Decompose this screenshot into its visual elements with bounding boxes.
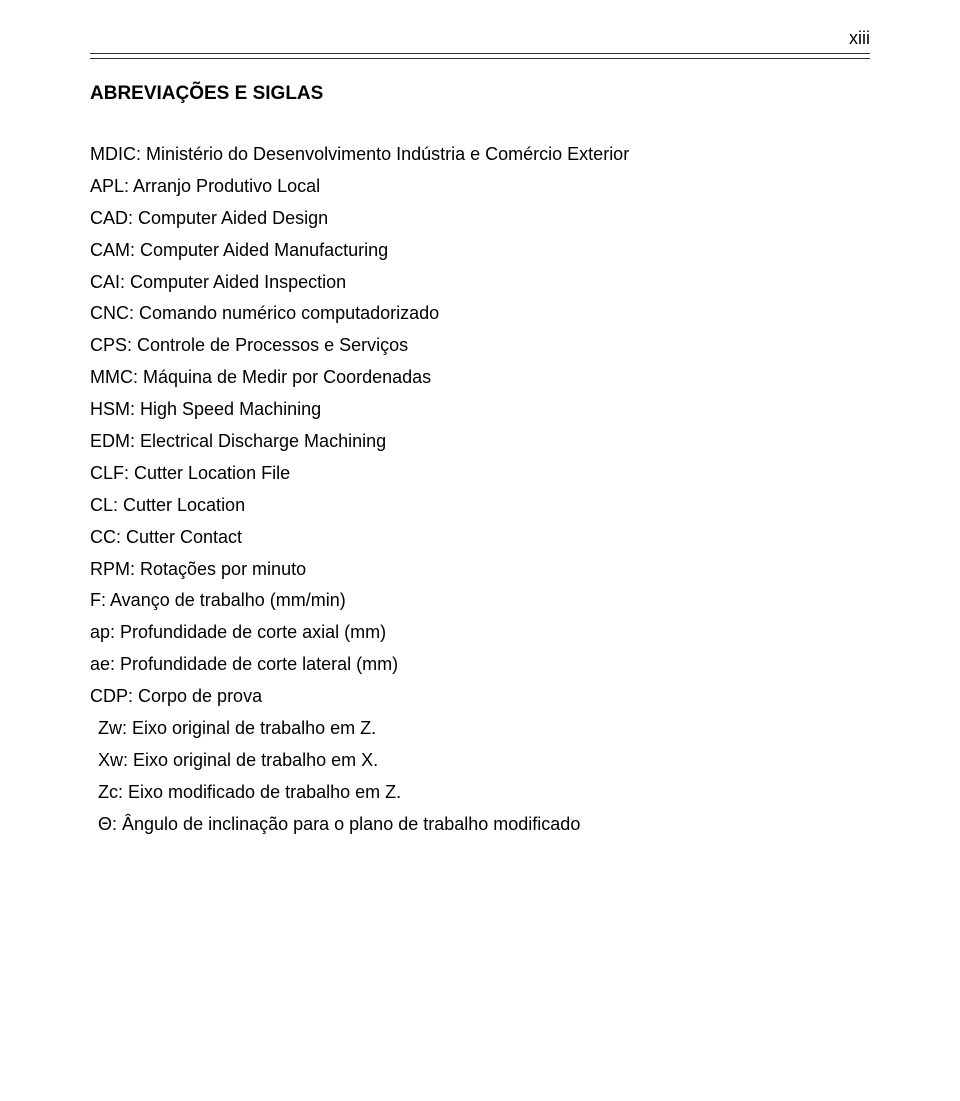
abbrev-entry: ae: Profundidade de corte lateral (mm) [90, 651, 870, 679]
abbrev-entry: CNC: Comando numérico computadorizado [90, 300, 870, 328]
abbrev-entry: RPM: Rotações por minuto [90, 556, 870, 584]
abbrev-entry: CPS: Controle de Processos e Serviços [90, 332, 870, 360]
abbrev-entry: ap: Profundidade de corte axial (mm) [90, 619, 870, 647]
abbrev-entry-indented: Zc: Eixo modificado de trabalho em Z. [90, 779, 870, 807]
abbrev-entry: CAM: Computer Aided Manufacturing [90, 237, 870, 265]
abbrev-entry: HSM: High Speed Machining [90, 396, 870, 424]
abbrev-entry-indented: Zw: Eixo original de trabalho em Z. [90, 715, 870, 743]
abbrev-entry: CLF: Cutter Location File [90, 460, 870, 488]
abbrev-entry: EDM: Electrical Discharge Machining [90, 428, 870, 456]
section-title: ABREVIAÇÕES E SIGLAS [90, 83, 870, 105]
document-page: xiii ABREVIAÇÕES E SIGLAS MDIC: Ministér… [0, 0, 960, 1101]
horizontal-rule-top [90, 53, 870, 54]
abbrev-entry: F: Avanço de trabalho (mm/min) [90, 587, 870, 615]
abbrev-entry: CDP: Corpo de prova [90, 683, 870, 711]
horizontal-rule-bottom [90, 58, 870, 59]
abbrev-entry-indented: Θ: Ângulo de inclinação para o plano de … [90, 811, 870, 839]
page-number: xiii [90, 28, 870, 49]
abbrev-entry: MDIC: Ministério do Desenvolvimento Indú… [90, 141, 870, 169]
abbrev-entry: MMC: Máquina de Medir por Coordenadas [90, 364, 870, 392]
abbrev-entry-indented: Xw: Eixo original de trabalho em X. [90, 747, 870, 775]
abbrev-entry: CL: Cutter Location [90, 492, 870, 520]
abbrev-entry: CC: Cutter Contact [90, 524, 870, 552]
abbrev-entry: CAD: Computer Aided Design [90, 205, 870, 233]
abbrev-entry: CAI: Computer Aided Inspection [90, 269, 870, 297]
abbrev-entry: APL: Arranjo Produtivo Local [90, 173, 870, 201]
